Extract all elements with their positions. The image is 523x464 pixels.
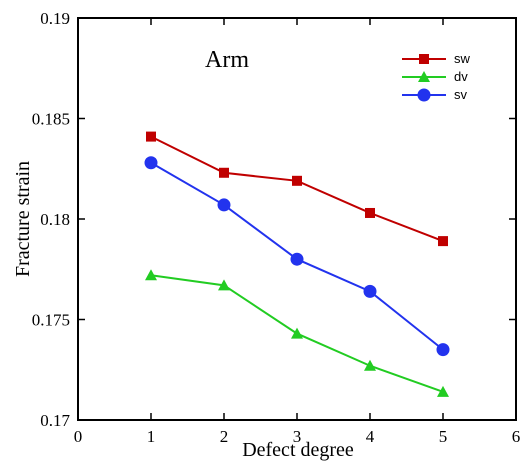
x-tick-label: 6: [512, 427, 521, 446]
data-point-dv: [218, 279, 230, 291]
data-point-sv: [363, 284, 377, 298]
legend-marker-dv: [418, 71, 430, 82]
series-sw: [146, 131, 448, 247]
legend-label-dv: dv: [454, 69, 468, 84]
y-tick-label: 0.18: [40, 210, 70, 229]
data-point-sv: [436, 343, 450, 357]
data-point-sw: [438, 236, 448, 247]
data-point-dv: [291, 327, 303, 339]
y-tick-label: 0.19: [40, 9, 70, 28]
x-tick-label: 1: [147, 427, 156, 446]
data-point-sv: [144, 156, 158, 170]
x-tick-label: 4: [366, 427, 375, 446]
y-tick-label: 0.175: [32, 311, 70, 330]
data-point-dv: [145, 269, 157, 281]
chart-title: Arm: [205, 47, 249, 73]
x-tick-label: 3: [293, 427, 302, 446]
legend-label-sw: sw: [454, 51, 471, 66]
axis-ticks: 0 1 2 3 4 5 6 0.17 0.175 0.18 0.185 0.19: [32, 9, 521, 446]
legend-label-sv: sv: [454, 87, 468, 102]
x-axis-title: Defect degree: [242, 439, 354, 461]
data-point-sw: [146, 131, 156, 142]
data-point-sw: [219, 167, 229, 178]
x-tick-label: 0: [74, 427, 83, 446]
data-point-dv: [437, 385, 449, 397]
series-sv: [144, 156, 450, 357]
y-tick-label: 0.185: [32, 110, 70, 129]
legend-marker-sw: [419, 54, 429, 64]
x-tick-label: 2: [220, 427, 229, 446]
series-layer: [144, 131, 450, 397]
data-point-sw: [365, 207, 375, 218]
series-dv: [145, 269, 449, 397]
data-point-sv: [217, 198, 231, 212]
plot-frame: [77, 17, 517, 421]
legend-marker-sv: [417, 88, 431, 102]
y-axis-title: Fracture strain: [12, 161, 34, 277]
x-tick-label: 5: [439, 427, 448, 446]
y-tick-label: 0.17: [40, 411, 70, 430]
data-point-dv: [364, 359, 376, 371]
data-point-sw: [292, 175, 302, 186]
legend: sw dv sv: [402, 51, 471, 102]
data-point-sv: [290, 252, 304, 266]
